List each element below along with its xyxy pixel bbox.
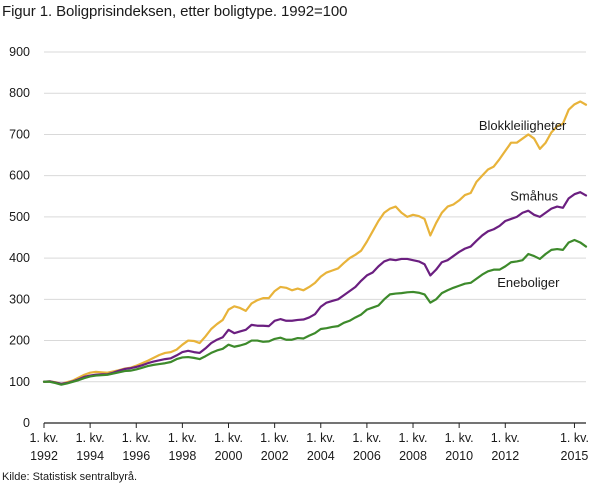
series-label-sm-hus: Småhus — [510, 188, 558, 203]
x-tick-label-quarter: 1. kv. — [76, 431, 105, 445]
x-tick-label-quarter: 1. kv. — [306, 431, 335, 445]
y-tick-label: 700 — [9, 127, 30, 141]
x-tick-label-quarter: 1. kv. — [30, 431, 59, 445]
y-tick-label: 500 — [9, 210, 30, 224]
x-tick-label-quarter: 1. kv. — [260, 431, 289, 445]
chart-title: Figur 1. Boligprisindeksen, etter boligt… — [2, 3, 348, 20]
x-tick-label-year: 1992 — [30, 449, 58, 463]
x-tick-label-year: 2006 — [353, 449, 381, 463]
x-tick-label-year: 2002 — [261, 449, 289, 463]
x-tick-label-quarter: 1. kv. — [491, 431, 520, 445]
x-tick-label-quarter: 1. kv. — [352, 431, 381, 445]
x-tick-label-quarter: 1. kv. — [168, 431, 197, 445]
y-tick-label: 200 — [9, 334, 30, 348]
series-label-eneboliger: Eneboliger — [497, 275, 560, 290]
x-tick-label-year: 1998 — [168, 449, 196, 463]
x-tick-label-year: 1994 — [76, 449, 104, 463]
x-tick-label-year: 2008 — [399, 449, 427, 463]
series-line-blokkleiligheter — [42, 100, 588, 385]
x-tick-label-year: 2012 — [491, 449, 519, 463]
y-tick-label: 800 — [9, 86, 30, 100]
y-tick-label: 300 — [9, 292, 30, 306]
x-tick-label-year: 2000 — [215, 449, 243, 463]
y-tick-label: 0 — [23, 416, 30, 430]
source-note: Kilde: Statistisk sentralbyrå. — [2, 471, 138, 483]
x-tick-label-quarter: 1. kv. — [122, 431, 151, 445]
x-tick-label-quarter: 1. kv. — [399, 431, 428, 445]
y-tick-label: 600 — [9, 169, 30, 183]
y-tick-label: 100 — [9, 375, 30, 389]
x-tick-label-year: 2010 — [445, 449, 473, 463]
series-line-sm-hus — [42, 191, 588, 385]
x-tick-label-year: 1996 — [122, 449, 150, 463]
grid-lines — [44, 51, 586, 424]
y-tick-label: 900 — [9, 45, 30, 59]
series-lines — [42, 100, 588, 386]
y-tick-label: 400 — [9, 251, 30, 265]
series-line-eneboliger — [42, 238, 588, 386]
x-tick-label-quarter: 1. kv. — [445, 431, 474, 445]
x-tick-label-year: 2015 — [561, 449, 589, 463]
x-tick-label-quarter: 1. kv. — [214, 431, 243, 445]
x-tick-label-quarter: 1. kv. — [560, 431, 589, 445]
series-labels: Blokkleiligheter Småhus Eneboliger — [479, 118, 567, 290]
y-axis-ticks: 0 100 200 300 400 500 600 700 800 900 — [9, 45, 30, 430]
x-axis-ticks: 1. kv. 1992 1. kv. 1994 1. kv. 1996 1. kv. 1998… — [30, 423, 589, 463]
series-label-blokkleiligheter: Blokkleiligheter — [479, 118, 567, 133]
x-tick-label-year: 2004 — [307, 449, 335, 463]
